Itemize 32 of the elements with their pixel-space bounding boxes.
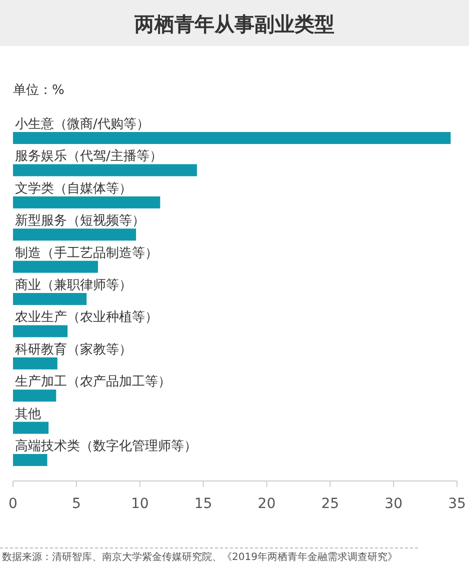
y-tick-label: 服务娱乐（代驾/主播等） [15, 148, 162, 164]
chart-title: 两栖青年从事副业类型 [134, 12, 334, 36]
bar [13, 293, 87, 305]
x-tick-label: 5 [72, 496, 81, 512]
x-tick-label: 25 [321, 496, 340, 512]
y-tick-label: 制造（手工艺品制造等） [15, 246, 158, 261]
y-tick-label: 新型服务（短视频等） [15, 214, 145, 229]
x-tick-label: 0 [8, 496, 18, 512]
bar [13, 357, 58, 370]
y-tick-label: 生产加工（农产品加工等） [15, 374, 171, 390]
bar [13, 260, 98, 273]
bar [13, 422, 49, 434]
bar [13, 132, 451, 144]
chart-subtitle: 单位：% [13, 83, 64, 98]
y-tick-label: 高端技术类（数字化管理师等） [15, 438, 197, 454]
y-tick-label: 小生意（微商/代购等） [15, 117, 150, 132]
y-tick-label: 商业（兼职律师等） [15, 278, 132, 293]
y-tick-label: 文学类（自媒体等） [15, 181, 132, 196]
bar [13, 390, 56, 402]
x-tick-label: 30 [384, 496, 402, 512]
x-tick-label: 20 [258, 496, 276, 512]
bar [13, 196, 160, 208]
x-tick-label: 15 [194, 496, 212, 512]
bar [13, 228, 136, 241]
bar [13, 454, 48, 466]
y-tick-label: 科研教育（家教等） [15, 341, 132, 358]
bar [13, 164, 197, 176]
y-tick-label: 其他 [15, 406, 41, 422]
y-tick-label: 农业生产（农业种植等） [15, 310, 158, 326]
x-tick-label: 10 [130, 496, 149, 512]
x-tick-label: 35 [448, 496, 466, 512]
bar [13, 325, 68, 338]
